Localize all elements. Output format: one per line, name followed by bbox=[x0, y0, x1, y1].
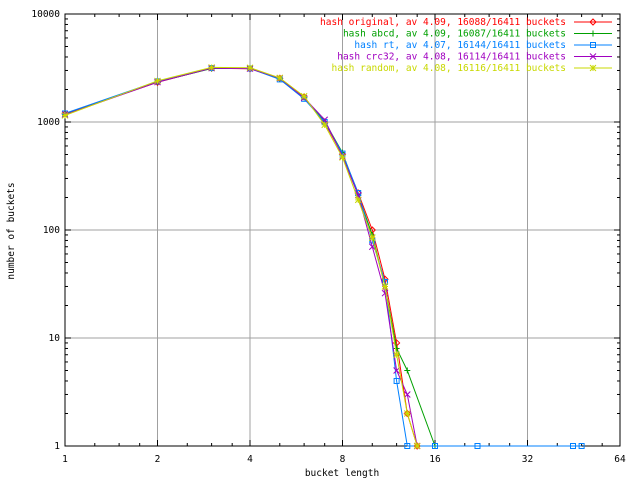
data-point-marker bbox=[589, 64, 597, 72]
x-tick-label: 4 bbox=[247, 454, 253, 465]
data-point-marker bbox=[208, 64, 215, 71]
data-point-marker bbox=[393, 377, 400, 384]
data-point-marker bbox=[368, 234, 376, 241]
series-line bbox=[64, 67, 418, 447]
data-point-marker bbox=[276, 74, 284, 82]
data-point-marker bbox=[300, 92, 308, 100]
y-axis-title: number of buckets bbox=[6, 182, 17, 279]
x-tick-label: 64 bbox=[614, 454, 626, 465]
data-point-marker bbox=[381, 283, 389, 290]
legend: hash original, av 4.09, 16088/16411 buck… bbox=[320, 17, 612, 74]
data-point-marker bbox=[403, 409, 411, 418]
x-axis-title: bucket length bbox=[305, 468, 379, 479]
data-point-marker bbox=[589, 18, 597, 26]
data-point-marker bbox=[590, 42, 596, 48]
data-point-marker bbox=[393, 351, 400, 359]
data-point-marker bbox=[569, 443, 576, 449]
data-point-marker bbox=[589, 53, 597, 60]
x-tick-label: 16 bbox=[429, 454, 441, 465]
legend-label: hash original, av 4.09, 16088/16411 buck… bbox=[320, 17, 566, 28]
data-point-marker bbox=[393, 345, 400, 352]
data-point-marker bbox=[381, 289, 389, 297]
axis-ticks: 1 2 4 8 16 32 64 1 10 100 1000 10000 bbox=[31, 9, 626, 465]
legend-label: hash abcd, av 4.09, 16087/16411 buckets bbox=[343, 29, 566, 40]
data-point-marker bbox=[403, 391, 411, 398]
data-point-marker bbox=[339, 154, 346, 161]
y-tick-label: 100 bbox=[43, 225, 60, 236]
data-point-marker bbox=[474, 443, 481, 449]
x-tick-label: 1 bbox=[62, 454, 68, 465]
legend-label: hash crc32, av 4.08, 16114/16411 buckets bbox=[337, 52, 566, 63]
data-point-marker bbox=[154, 77, 161, 85]
legend-label: hash random, av 4.08, 16116/16411 bucket… bbox=[332, 63, 567, 74]
data-point-marker bbox=[246, 64, 254, 72]
data-point-marker bbox=[590, 30, 596, 37]
data-point-marker bbox=[404, 443, 411, 449]
data-point-marker bbox=[432, 443, 438, 449]
series-line bbox=[64, 66, 418, 447]
data-point-marker bbox=[403, 410, 411, 417]
data-point-marker bbox=[321, 121, 329, 129]
y-tick-label: 10000 bbox=[31, 9, 60, 20]
data-point-marker bbox=[413, 442, 421, 450]
series-layer bbox=[61, 64, 585, 450]
y-tick-label: 1 bbox=[54, 441, 60, 452]
x-tick-label: 32 bbox=[522, 454, 533, 465]
x-tick-label: 8 bbox=[340, 454, 346, 465]
data-point-marker bbox=[578, 443, 585, 449]
data-point-marker bbox=[61, 112, 69, 119]
legend-label: hash rt, av 4.07, 16144/16411 buckets bbox=[354, 40, 566, 51]
y-tick-label: 10 bbox=[49, 333, 61, 344]
data-point-marker bbox=[404, 367, 411, 374]
y-tick-label: 1000 bbox=[37, 117, 60, 128]
x-tick-label: 2 bbox=[155, 454, 161, 465]
series-5 bbox=[61, 64, 421, 450]
data-point-marker bbox=[354, 196, 362, 204]
